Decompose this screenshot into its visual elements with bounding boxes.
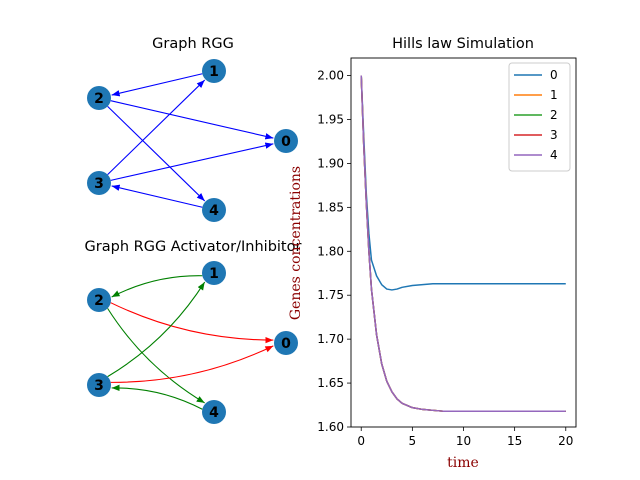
activator-inhibitor-edge-3-to-1 [107, 281, 206, 378]
chart-title: Hills law Simulation [392, 36, 534, 52]
series-line-0 [360, 75, 566, 291]
x-tick-label-10: 10 [456, 434, 471, 448]
rgg-node-2 [87, 86, 111, 110]
legend-label-0: 0 [550, 68, 558, 82]
activator-inhibitor-edge-3-to-0 [110, 345, 274, 383]
activator-inhibitor-node-label-0: 0 [281, 336, 291, 352]
y-tick-label-1.70: 1.70 [317, 332, 344, 346]
activator-inhibitor-edge-1-to-2 [111, 275, 203, 298]
legend-box [508, 62, 571, 172]
y-tick-label-1.75: 1.75 [317, 288, 344, 302]
rgg-node-label-4: 4 [209, 203, 219, 219]
activator-inhibitor-node-0 [274, 331, 298, 355]
rgg-edge-4-to-3 [111, 184, 203, 208]
y-axis-label: Genes concentrations [288, 166, 304, 320]
rgg-node-label-0: 0 [281, 134, 291, 150]
chart-legend: 0 1 2 3 4 [508, 62, 571, 172]
rgg-edge-3-to-0 [110, 142, 274, 181]
graph-activator-inhibitor-nodes: 0 1 2 3 4 [87, 261, 298, 424]
y-tick-label-1.80: 1.80 [317, 244, 344, 258]
rgg-node-4 [202, 198, 226, 222]
graph-activator-inhibitor-title: Graph RGG Activator/Inhibitor [85, 239, 302, 255]
legend-label-1: 1 [550, 88, 558, 102]
activator-inhibitor-node-label-1: 1 [209, 266, 219, 282]
chart-series-lines [360, 75, 566, 412]
y-tick-label-1.95: 1.95 [317, 113, 344, 127]
chart-ticks: 0 5 10 15 201.601.651.701.751.801.851.901.95… [317, 69, 573, 448]
x-tick-label-0: 0 [357, 434, 365, 448]
legend-label-4: 4 [550, 148, 558, 162]
y-tick-label-1.85: 1.85 [317, 200, 344, 214]
legend-label-2: 2 [550, 108, 558, 122]
x-tick-label-5: 5 [409, 434, 417, 448]
rgg-edge-1-to-2 [111, 73, 203, 97]
activator-inhibitor-node-1 [202, 261, 226, 285]
rgg-edge-2-to-0 [110, 100, 274, 140]
rgg-node-label-2: 2 [94, 91, 104, 107]
graph-rgg-title: Graph RGG [152, 36, 234, 52]
graph-rgg-nodes: 0 1 2 3 4 [87, 59, 298, 222]
rgg-edge-3-to-1 [107, 79, 206, 176]
rgg-node-1 [202, 59, 226, 83]
graph-activator-inhibitor-edges [107, 275, 274, 410]
rgg-node-label-3: 3 [94, 176, 104, 192]
activator-inhibitor-edge-4-to-3 [111, 384, 203, 410]
x-tick-label-15: 15 [507, 434, 522, 448]
y-tick-label-1.90: 1.90 [317, 156, 344, 170]
graph-activator-inhibitor-panel: Graph RGG Activator/Inhibitor 0 1 2 3 4 [85, 239, 302, 424]
rgg-node-label-1: 1 [209, 64, 219, 80]
activator-inhibitor-node-label-3: 3 [94, 378, 104, 394]
rgg-node-3 [87, 171, 111, 195]
plot-area-frame [350, 57, 577, 428]
y-tick-label-2.00: 2.00 [317, 69, 344, 83]
y-tick-label-1.65: 1.65 [317, 376, 344, 390]
graph-rgg-edges [107, 73, 274, 208]
activator-inhibitor-edge-2-to-0 [110, 302, 274, 344]
x-tick-label-20: 20 [558, 434, 573, 448]
legend-label-3: 3 [550, 128, 558, 142]
activator-inhibitor-node-label-4: 4 [209, 405, 219, 421]
x-axis-label: time [447, 455, 479, 471]
y-tick-label-1.60: 1.60 [317, 420, 344, 434]
hills-law-chart: Hills law Simulation 0 5 10 15 201.601.651.7… [288, 36, 577, 471]
activator-inhibitor-node-label-2: 2 [94, 293, 104, 309]
activator-inhibitor-node-2 [87, 288, 111, 312]
rgg-edge-2-to-4 [107, 105, 206, 202]
graph-rgg-panel: Graph RGG 0 1 2 3 4 [87, 36, 298, 222]
activator-inhibitor-edge-2-to-4 [107, 308, 205, 404]
series-line-4 [360, 75, 566, 412]
activator-inhibitor-node-4 [202, 400, 226, 424]
activator-inhibitor-node-3 [87, 373, 111, 397]
rgg-node-0 [274, 129, 298, 153]
